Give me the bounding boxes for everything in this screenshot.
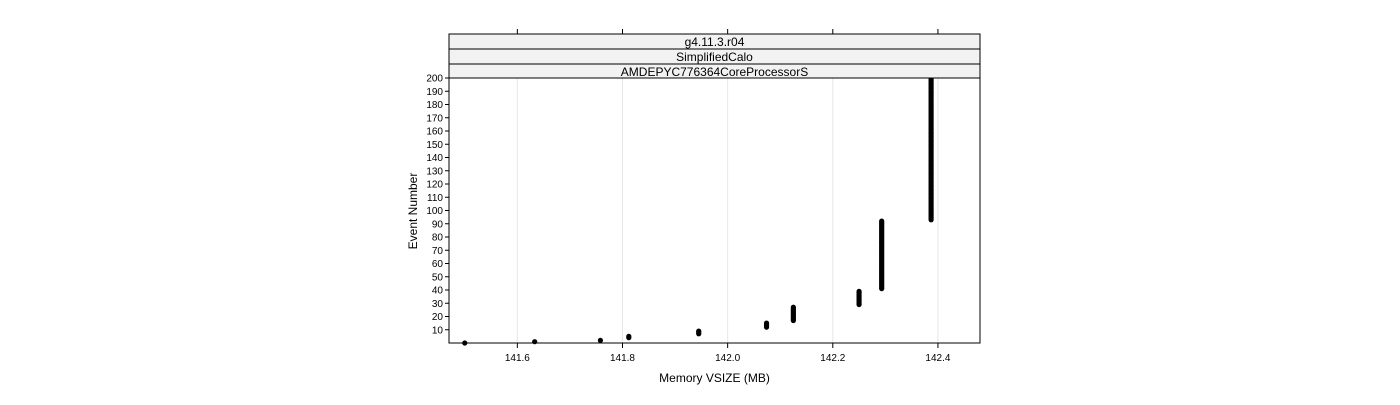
y-tick-label: 140 [426,153,443,164]
data-point [763,320,770,326]
strip-label-1: g4.11.3.r04 [685,35,745,49]
x-tick-label: 141.6 [505,353,530,364]
data-point [856,288,862,294]
y-tick-label: 70 [432,246,444,257]
y-tick-label: 110 [427,193,443,204]
y-axis-ticks: 10 20 30 40 50 60 70 80 90 100 110 120 130 140 150 160 1… [426,74,449,336]
y-tick-label: 120 [426,180,443,191]
y-tick-label: 40 [432,286,444,297]
y-tick-label: 50 [432,272,444,283]
data-point [790,304,796,310]
x-tick-label: 142.2 [820,353,845,364]
y-tick-label: 10 [432,325,444,336]
data-point [879,218,885,224]
x-tick-label: 142.0 [715,353,740,364]
x-tick-label: 141.8 [610,353,635,364]
data-points [462,75,934,346]
y-tick-label: 90 [432,219,444,230]
panel-border [448,77,981,344]
strip-label-3: AMDEPYC776364CoreProcessorS [621,65,808,79]
y-tick-label: 160 [426,127,443,138]
x-axis-ticks: 141.6 141.8 142.0 142.2 142.4 [505,29,951,364]
y-tick-label: 80 [432,233,444,244]
y-axis-title: Event Number [406,173,420,250]
y-tick-label: 180 [426,100,443,111]
data-point [626,333,632,339]
y-tick-label: 200 [426,74,443,85]
x-axis-title: Memory VSIZE (MB) [659,371,770,385]
y-tick-label: 170 [426,113,443,124]
y-tick-label: 150 [426,140,443,151]
y-tick-label: 30 [432,299,444,310]
y-tick-label: 130 [426,166,443,177]
strip-box-3 [448,63,981,79]
y-tick-label: 190 [426,87,443,98]
y-tick-label: 20 [432,312,444,323]
y-tick-label: 60 [432,259,444,270]
y-tick-label: 100 [426,206,443,217]
grid-lines [516,78,939,343]
strip-headers: g4.11.3.r04 SimplifiedCalo AMDEPYC776364… [448,33,981,79]
data-point [597,337,604,343]
data-point [696,328,702,334]
x-tick-label: 142.4 [925,353,950,364]
strip-label-2: SimplifiedCalo [676,50,753,64]
